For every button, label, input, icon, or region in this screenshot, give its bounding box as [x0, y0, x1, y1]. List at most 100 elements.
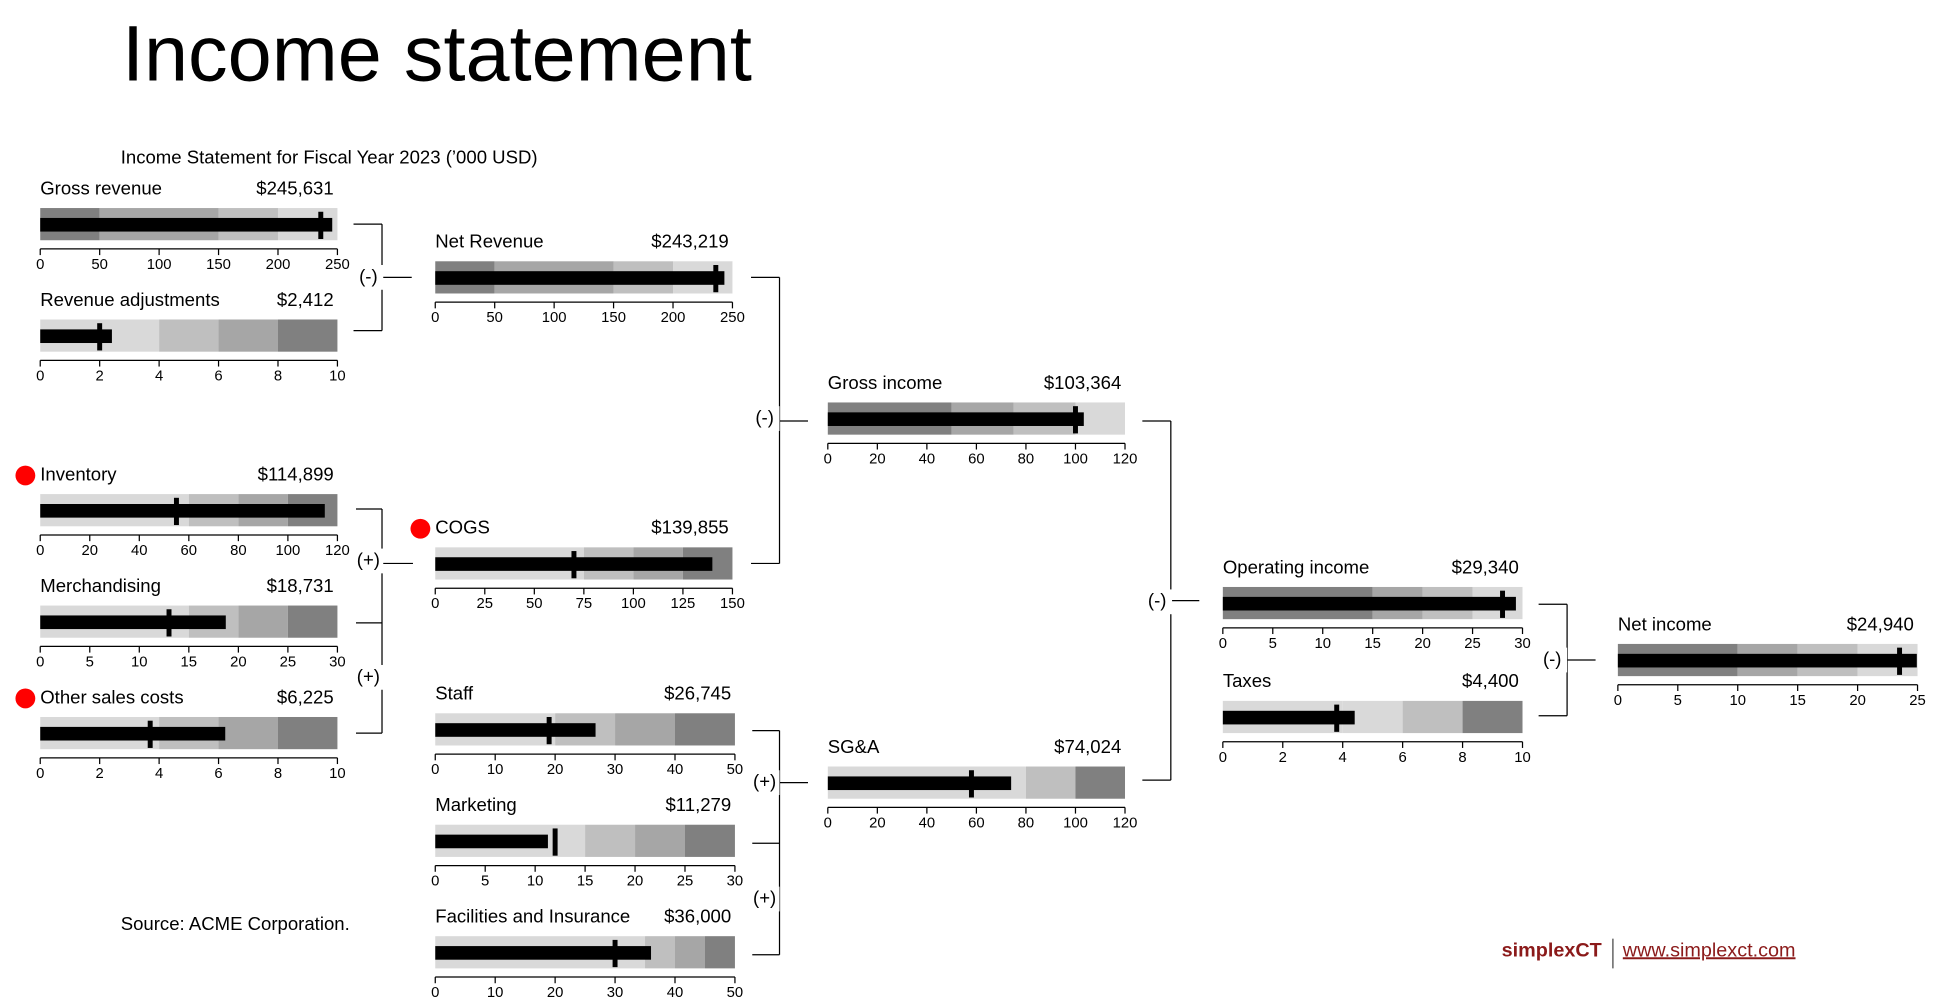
- target-marker: [1897, 647, 1903, 675]
- value-bar: [435, 723, 596, 737]
- value-label: $103,364: [1044, 372, 1121, 393]
- chart-title: Taxes: [1223, 670, 1272, 691]
- x-tick-label: 150: [720, 596, 745, 612]
- x-tick-label: 30: [607, 762, 624, 778]
- band: [277, 716, 338, 750]
- page-title: Income statement: [122, 8, 752, 97]
- chart-title: Net Revenue: [435, 231, 543, 252]
- operator-bg: [749, 770, 780, 796]
- band: [615, 713, 675, 746]
- x-tick-label: 0: [431, 596, 439, 612]
- x-tick-label: 8: [1458, 750, 1466, 766]
- value-label: $6,225: [277, 686, 334, 707]
- value-bar: [1222, 710, 1355, 725]
- value-label: $243,219: [651, 231, 728, 252]
- x-tick-label: 40: [667, 985, 684, 1001]
- target-marker: [546, 716, 552, 745]
- x-tick-label: 20: [547, 762, 564, 778]
- link[interactable]: www.simplexct.com: [1622, 939, 1796, 961]
- operator-bg: [353, 664, 384, 690]
- band: [704, 936, 735, 969]
- operator: (+): [357, 549, 380, 570]
- x-tick-label: 50: [727, 985, 744, 1001]
- x-tick-label: 5: [1269, 636, 1277, 652]
- value-bar: [1617, 653, 1917, 668]
- x-tick-label: 25: [477, 596, 494, 612]
- x-tick-label: 20: [1849, 693, 1866, 709]
- x-tick-label: 50: [526, 596, 543, 612]
- x-tick-label: 0: [36, 543, 44, 559]
- band: [674, 936, 705, 969]
- x-tick-label: 100: [276, 543, 301, 559]
- operator-bg: [1142, 589, 1173, 615]
- value-label: $24,940: [1847, 613, 1914, 634]
- x-tick-label: 0: [1219, 636, 1227, 652]
- x-tick-label: 40: [919, 451, 936, 467]
- chart-title: Other sales costs: [40, 686, 183, 707]
- x-tick-label: 0: [824, 815, 832, 831]
- value-label: $74,024: [1054, 736, 1121, 757]
- x-tick-label: 0: [431, 874, 439, 890]
- value-label: $29,340: [1452, 556, 1519, 577]
- value-bar: [435, 834, 548, 849]
- x-tick-label: 8: [274, 766, 282, 782]
- alert-dot: [410, 518, 431, 539]
- band: [1075, 766, 1126, 799]
- value-bar: [40, 217, 333, 232]
- target-marker: [97, 323, 103, 351]
- value-bar: [40, 615, 226, 630]
- x-tick-label: 10: [329, 766, 346, 782]
- value-bar: [40, 726, 226, 741]
- x-tick-label: 25: [677, 874, 694, 890]
- x-tick-label: 125: [671, 596, 696, 612]
- chart-title: Net income: [1618, 613, 1712, 634]
- band: [585, 824, 636, 857]
- value-bar: [40, 329, 112, 344]
- x-tick-label: 50: [486, 310, 503, 326]
- target-marker: [173, 497, 179, 526]
- band: [684, 824, 735, 857]
- x-tick-label: 0: [36, 766, 44, 782]
- operator-bg: [749, 406, 780, 431]
- target-marker: [1072, 406, 1078, 434]
- x-tick-label: 30: [1514, 636, 1531, 652]
- value-label: $245,631: [256, 177, 333, 198]
- x-tick-label: 6: [1399, 750, 1407, 766]
- x-tick-label: 6: [214, 766, 222, 782]
- value-label: $114,899: [258, 463, 334, 484]
- chart-title: Gross income: [828, 372, 943, 393]
- x-tick-label: 100: [1063, 815, 1088, 831]
- band: [238, 605, 288, 638]
- x-tick-label: 0: [1219, 750, 1227, 766]
- x-tick-label: 80: [1018, 451, 1035, 467]
- band: [1025, 766, 1076, 799]
- operator-bg: [353, 548, 384, 574]
- chart-title: SG&A: [828, 736, 880, 757]
- x-tick-label: 20: [82, 543, 99, 559]
- target-marker: [147, 720, 153, 748]
- band: [1402, 700, 1463, 734]
- x-tick-label: 15: [181, 654, 198, 670]
- x-tick-label: 20: [869, 815, 886, 831]
- x-tick-label: 120: [325, 543, 350, 559]
- value-bar: [40, 504, 325, 518]
- x-tick-label: 80: [1018, 815, 1035, 831]
- x-tick-label: 0: [36, 654, 44, 670]
- chart-title: Marketing: [435, 794, 517, 815]
- x-tick-label: 15: [577, 874, 594, 890]
- value-bar: [435, 946, 652, 960]
- x-tick-label: 0: [36, 368, 44, 384]
- x-tick-label: 10: [487, 985, 504, 1001]
- chart-title: Facilities and Insurance: [435, 906, 630, 927]
- x-tick-label: 10: [1729, 693, 1746, 709]
- x-tick-label: 4: [155, 766, 163, 782]
- x-tick-label: 2: [1279, 750, 1287, 766]
- operator: (-): [359, 265, 378, 286]
- x-tick-label: 50: [91, 257, 108, 273]
- target-marker: [571, 551, 577, 579]
- x-tick-label: 50: [727, 762, 744, 778]
- x-tick-label: 30: [329, 654, 346, 670]
- value-label: $18,731: [267, 575, 334, 596]
